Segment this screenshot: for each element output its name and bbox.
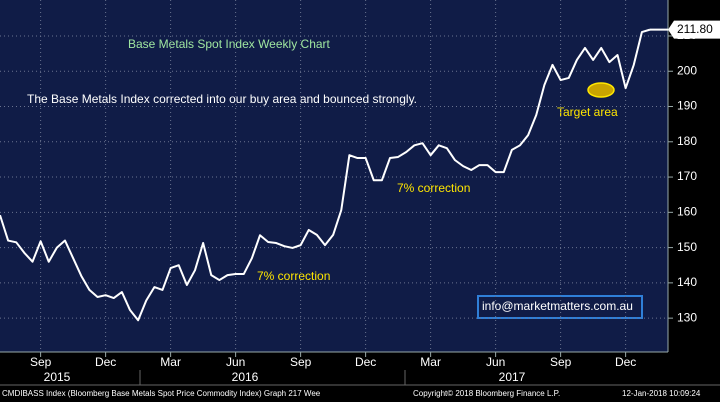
x-tick-label: Mar bbox=[420, 355, 441, 369]
y-tick-label: 140 bbox=[677, 275, 697, 289]
chart-title: Base Metals Spot Index Weekly Chart bbox=[128, 37, 331, 51]
x-tick-label: Dec bbox=[95, 355, 116, 369]
annotation: 7% correction bbox=[397, 181, 470, 195]
y-tick-label: 170 bbox=[677, 169, 697, 183]
x-tick-label: Sep bbox=[290, 355, 312, 369]
year-label: 2016 bbox=[232, 370, 259, 384]
last-value-box bbox=[668, 20, 720, 39]
x-tick-label: Jun bbox=[486, 355, 505, 369]
x-tick-label: Dec bbox=[355, 355, 376, 369]
x-tick-label: Dec bbox=[615, 355, 636, 369]
y-tick-label: 150 bbox=[677, 240, 697, 254]
x-tick-label: Jun bbox=[226, 355, 245, 369]
y-tick-label: 160 bbox=[677, 205, 697, 219]
y-tick-label: 190 bbox=[677, 99, 697, 113]
y-tick-label: 180 bbox=[677, 134, 697, 148]
year-label: 2017 bbox=[499, 370, 526, 384]
plot-area bbox=[0, 0, 668, 352]
x-tick-label: Mar bbox=[160, 355, 181, 369]
footer-right: 12-Jan-2018 10:09:24 bbox=[622, 389, 701, 398]
footer-center: Copyright© 2018 Bloomberg Finance L.P. bbox=[413, 389, 560, 398]
y-tick-label: 130 bbox=[677, 310, 697, 324]
x-tick-label: Sep bbox=[550, 355, 572, 369]
last-value-label: 211.80 bbox=[677, 22, 713, 36]
price-line bbox=[0, 28, 651, 322]
x-tick-label: Sep bbox=[30, 355, 52, 369]
contact: info@marketmatters.com.au bbox=[482, 299, 633, 313]
footer-left: CMDIBASS Index (Bloomberg Base Metals Sp… bbox=[2, 389, 321, 398]
year-label: 2015 bbox=[44, 370, 71, 384]
comment: The Base Metals Index corrected into our… bbox=[27, 92, 417, 106]
annotation: Target area bbox=[557, 105, 618, 119]
y-tick-label: 200 bbox=[677, 63, 697, 77]
annotation: 7% correction bbox=[257, 269, 330, 283]
target-ellipse bbox=[587, 82, 615, 98]
